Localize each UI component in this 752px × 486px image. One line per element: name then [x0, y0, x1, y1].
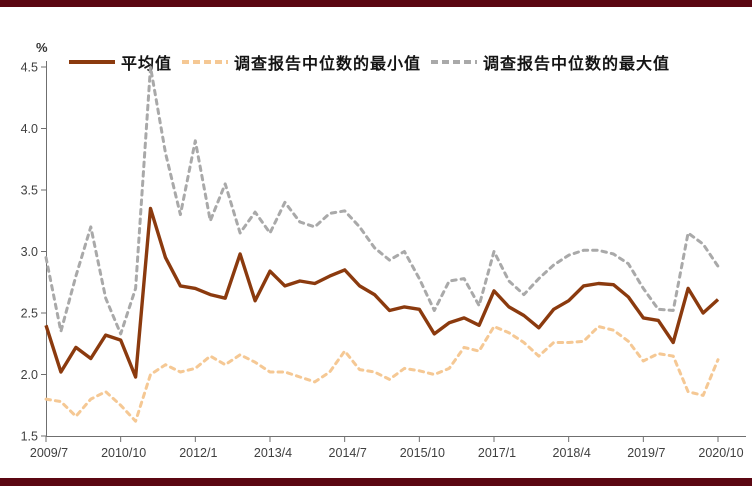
x-tick-label: 2012/1 — [179, 446, 217, 460]
y-tick-label: 4.0 — [21, 122, 38, 136]
top-border-bar — [0, 0, 752, 7]
y-tick-label: 2.5 — [21, 307, 38, 321]
x-tick-label: 2018/4 — [553, 446, 591, 460]
series-line-2 — [44, 65, 720, 336]
legend-swatch-min-line — [182, 60, 229, 64]
y-tick-label: 3.0 — [21, 245, 38, 259]
x-tick-label: 2017/1 — [478, 446, 516, 460]
x-tick-label: 2010/10 — [101, 446, 146, 460]
series-line-0 — [44, 206, 720, 379]
y-tick-label: 2.0 — [21, 368, 38, 382]
x-tick-label: 2014/7 — [329, 446, 367, 460]
chart-legend: 平均值 调查报告中位数的最小值 调查报告中位数的最大值 — [69, 50, 670, 74]
x-tick-label: 2019/7 — [627, 446, 665, 460]
legend-label-mean: 平均值 — [121, 56, 173, 73]
x-tick-label: 2013/4 — [254, 446, 292, 460]
y-tick-label: 3.5 — [21, 184, 38, 198]
legend-label-min: 调查报告中位数的最小值 — [234, 56, 422, 73]
legend-item-max: 调查报告中位数的最大值 — [431, 50, 670, 74]
x-tick-label: 2009/7 — [30, 446, 68, 460]
y-tick-label: 4.5 — [21, 61, 38, 75]
legend-swatch-mean-line — [69, 60, 115, 64]
y-tick-label: 1.5 — [21, 430, 38, 444]
series-line-1 — [44, 325, 720, 423]
legend-item-mean: 平均值 — [69, 50, 172, 74]
x-tick-label: 2020/10 — [698, 446, 743, 460]
legend-item-min: 调查报告中位数的最小值 — [182, 50, 421, 74]
y-axis-unit-label: % — [36, 40, 48, 55]
x-tick-label: 2015/10 — [400, 446, 445, 460]
legend-label-max: 调查报告中位数的最大值 — [483, 56, 671, 73]
legend-swatch-max-line — [431, 60, 478, 64]
bottom-border-bar — [0, 478, 752, 486]
